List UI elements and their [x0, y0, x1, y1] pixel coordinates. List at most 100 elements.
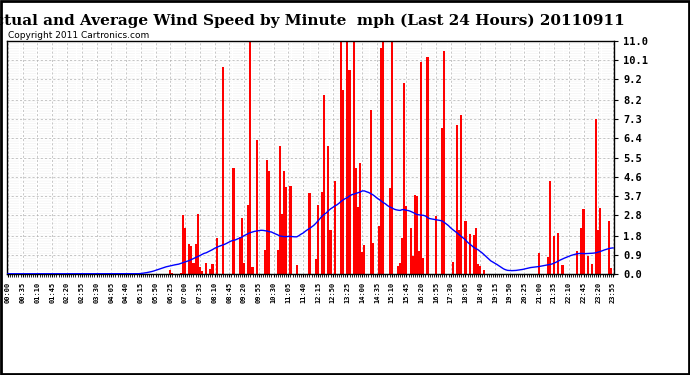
Text: Copyright 2011 Cartronics.com: Copyright 2011 Cartronics.com [8, 31, 149, 40]
Bar [464, 220, 466, 274]
Bar [289, 186, 292, 274]
Bar [562, 265, 564, 274]
Bar [401, 238, 403, 274]
Bar [184, 228, 186, 274]
Bar [378, 226, 380, 274]
Bar [412, 255, 414, 274]
Bar [406, 206, 408, 274]
Bar [334, 181, 336, 274]
Bar [452, 262, 454, 274]
Bar [361, 252, 363, 274]
Bar [456, 125, 458, 274]
Bar [353, 41, 355, 274]
Bar [285, 187, 287, 274]
Bar [435, 216, 437, 274]
Bar [608, 221, 610, 274]
Bar [443, 51, 446, 274]
Bar [264, 250, 266, 274]
Bar [582, 209, 584, 274]
Bar [372, 243, 374, 274]
Bar [410, 228, 412, 274]
Bar [222, 67, 224, 274]
Bar [268, 171, 270, 274]
Bar [201, 271, 203, 274]
Bar [600, 208, 602, 274]
Bar [357, 207, 359, 274]
Bar [330, 230, 332, 274]
Bar [553, 236, 555, 274]
Bar [266, 160, 268, 274]
Bar [171, 273, 173, 274]
Bar [399, 264, 401, 274]
Bar [249, 41, 251, 274]
Bar [188, 244, 190, 274]
Bar [580, 228, 582, 274]
Bar [205, 263, 207, 274]
Bar [477, 264, 479, 274]
Bar [479, 266, 482, 274]
Bar [397, 266, 399, 274]
Bar [243, 263, 245, 274]
Bar [388, 188, 391, 274]
Bar [182, 215, 184, 274]
Bar [190, 246, 193, 274]
Bar [315, 259, 317, 274]
Bar [193, 262, 195, 274]
Bar [211, 264, 213, 274]
Bar [391, 41, 393, 274]
Bar [546, 257, 549, 274]
Bar [180, 273, 182, 274]
Bar [598, 230, 600, 274]
Bar [591, 264, 593, 274]
Bar [317, 205, 319, 274]
Bar [370, 110, 372, 274]
Bar [340, 41, 342, 274]
Bar [418, 251, 420, 274]
Bar [279, 146, 281, 274]
Bar [595, 119, 598, 274]
Bar [458, 230, 460, 274]
Bar [363, 245, 365, 274]
Bar [209, 269, 211, 274]
Bar [308, 193, 310, 274]
Bar [241, 218, 243, 274]
Bar [342, 90, 344, 274]
Bar [403, 83, 406, 274]
Bar [380, 48, 382, 274]
Bar [610, 268, 612, 274]
Bar [426, 57, 428, 274]
Bar [422, 258, 424, 274]
Bar [414, 195, 416, 274]
Bar [355, 168, 357, 274]
Bar [233, 168, 235, 274]
Bar [473, 235, 475, 274]
Bar [460, 115, 462, 274]
Bar [359, 164, 361, 274]
Bar [277, 250, 279, 274]
Bar [420, 62, 422, 274]
Bar [327, 146, 330, 274]
Bar [247, 205, 249, 274]
Bar [323, 94, 325, 274]
Bar [416, 196, 418, 274]
Bar [256, 140, 258, 274]
Bar [199, 267, 201, 274]
Bar [348, 70, 351, 274]
Bar [283, 171, 285, 274]
Bar [538, 253, 540, 274]
Bar [586, 256, 589, 274]
Bar [169, 270, 171, 274]
Bar [216, 238, 218, 274]
Bar [296, 265, 298, 274]
Bar [558, 233, 560, 274]
Bar [469, 234, 471, 274]
Bar [441, 128, 443, 274]
Bar [382, 41, 384, 274]
Bar [576, 251, 578, 274]
Bar [484, 270, 486, 274]
Bar [321, 192, 323, 274]
Bar [251, 267, 254, 274]
Bar [475, 228, 477, 274]
Bar [195, 244, 197, 274]
Bar [239, 237, 241, 274]
